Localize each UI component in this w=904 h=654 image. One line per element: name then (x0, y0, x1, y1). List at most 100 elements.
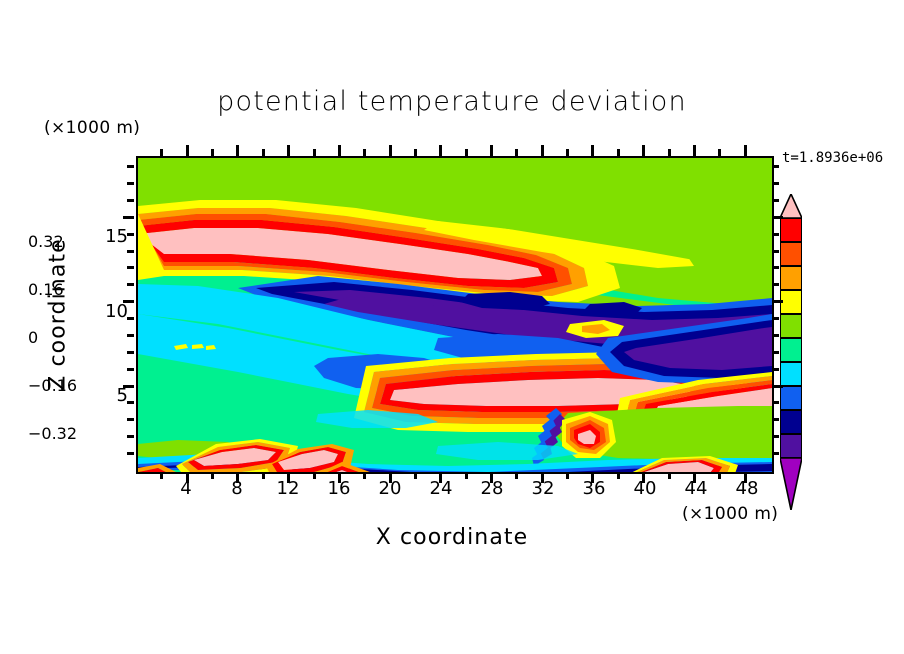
colorbar-band (780, 266, 802, 290)
x-axis-tick-top (642, 145, 645, 156)
colorbar-tick-label: −0.16 (28, 376, 78, 395)
y-tick-label: 5 (116, 385, 128, 406)
y-axis-tick-right (772, 216, 783, 219)
y-axis-tick-right (772, 351, 779, 354)
colorbar-cap-bottom (780, 458, 802, 510)
x-axis-tick-top (160, 149, 163, 156)
x-axis-tick-top (718, 149, 721, 156)
colorbar[interactable] (780, 218, 802, 458)
y-axis-tick-right (772, 418, 779, 421)
y-axis-tick-right (772, 452, 779, 455)
x-axis-tick-top (693, 145, 696, 156)
x-axis-tick-top (439, 145, 442, 156)
y-axis-tick-right (772, 317, 779, 320)
y-axis-tick-right (772, 199, 779, 202)
y-axis-tick (127, 452, 134, 455)
x-axis-tick (211, 472, 214, 479)
plot-area (136, 156, 774, 474)
x-tick-label: 48 (735, 478, 759, 499)
colorbar-band (780, 362, 802, 386)
y-axis-tick-right (772, 334, 779, 337)
x-axis-tick (313, 472, 316, 479)
x-axis-tick-top (236, 145, 239, 156)
x-axis-tick-top (338, 145, 341, 156)
x-axis-tick (186, 472, 189, 483)
x-axis-tick (490, 472, 493, 483)
x-axis-tick-top (211, 149, 214, 156)
y-axis-tick (127, 418, 134, 421)
x-axis-tick (515, 472, 518, 479)
y-axis-tick-right (772, 435, 779, 438)
y-axis-tick-right (772, 368, 779, 371)
x-axis-tick-top (287, 145, 290, 156)
y-axis-tick (123, 216, 134, 219)
x-axis-units-label: (×1000 m) (682, 504, 779, 524)
x-axis-tick (591, 472, 594, 483)
x-tick-label: 32 (531, 478, 555, 499)
x-axis-tick-top (363, 149, 366, 156)
y-axis-tick (127, 250, 134, 253)
x-tick-label: 40 (633, 478, 657, 499)
y-axis-tick (127, 317, 134, 320)
y-axis-tick-right (772, 266, 779, 269)
x-tick-label: 8 (231, 478, 243, 499)
x-axis-tick (668, 472, 671, 479)
x-axis-tick (693, 472, 696, 483)
colorbar-band (780, 314, 802, 338)
x-axis-tick (262, 472, 265, 479)
colorbar-band (780, 338, 802, 362)
y-tick-label: 10 (105, 301, 128, 322)
x-tick-label: 16 (327, 478, 351, 499)
x-axis-tick-top (262, 149, 265, 156)
colorbar-band (780, 386, 802, 410)
y-axis-tick (127, 334, 134, 337)
y-axis-tick (127, 351, 134, 354)
x-tick-label: 44 (684, 478, 708, 499)
y-axis-tick-right (772, 233, 779, 236)
x-axis-tick (439, 472, 442, 483)
colorbar-band (780, 242, 802, 266)
contour-field (138, 158, 772, 472)
y-axis-tick-right (772, 283, 779, 286)
y-tick-label: 15 (105, 226, 128, 247)
y-axis-units-label: (×1000 m) (44, 118, 141, 138)
y-axis-tick-right (772, 182, 779, 185)
x-tick-label: 36 (582, 478, 606, 499)
x-axis-tick (566, 472, 569, 479)
colorbar-tick-label: 0.32 (28, 232, 64, 251)
x-axis-tick-top (617, 149, 620, 156)
x-axis-tick-top (490, 145, 493, 156)
y-axis-tick-right (772, 385, 783, 388)
y-axis-tick (127, 199, 134, 202)
x-axis-tick (718, 472, 721, 479)
colorbar-band (780, 434, 802, 458)
colorbar-band (780, 290, 802, 314)
y-axis-tick (127, 283, 134, 286)
y-axis-tick (127, 401, 134, 404)
x-axis-tick (744, 472, 747, 483)
x-tick-label: 28 (480, 478, 504, 499)
y-axis-tick (127, 266, 134, 269)
x-tick-label: 24 (429, 478, 453, 499)
colorbar-tick-label: 0 (28, 328, 39, 347)
colorbar-band (780, 410, 802, 434)
x-axis-tick (465, 472, 468, 479)
y-axis-tick-right (772, 250, 779, 253)
x-axis-tick (389, 472, 392, 483)
x-tick-label: 4 (180, 478, 192, 499)
x-axis-tick-top (591, 145, 594, 156)
x-axis-tick-top (744, 145, 747, 156)
x-axis-tick (363, 472, 366, 479)
x-axis-tick-top (465, 149, 468, 156)
y-axis-tick (127, 435, 134, 438)
x-axis-tick-top (541, 145, 544, 156)
x-axis-tick-top (566, 149, 569, 156)
x-tick-label: 20 (378, 478, 402, 499)
x-axis-tick (287, 472, 290, 483)
y-axis-tick-right (772, 300, 783, 303)
x-axis-tick-top (515, 149, 518, 156)
y-axis-tick (127, 165, 134, 168)
x-axis-tick-top (414, 149, 417, 156)
y-axis-tick (127, 368, 134, 371)
